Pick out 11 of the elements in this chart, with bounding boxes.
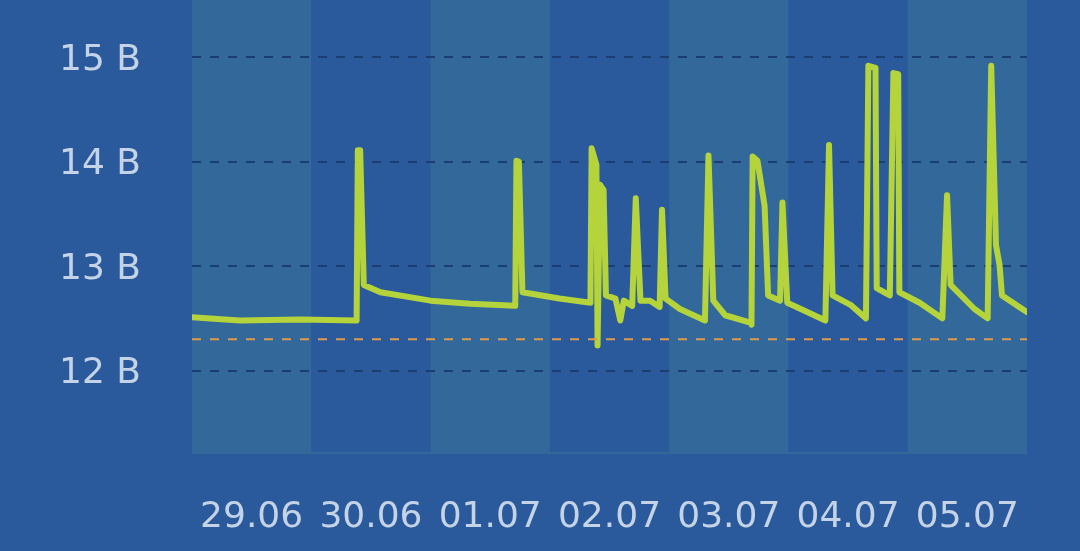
x-tick-label: 05.07 <box>915 494 1019 536</box>
y-tick-label: 13 B <box>59 245 141 287</box>
x-tick-label: 30.06 <box>319 494 423 536</box>
x-tick-label: 29.06 <box>200 494 304 536</box>
y-tick-label: 12 B <box>59 350 141 392</box>
x-tick-label: 02.07 <box>557 494 662 536</box>
x-tick-label: 03.07 <box>677 494 781 536</box>
x-tick-label: 04.07 <box>796 494 900 536</box>
y-tick-label: 15 B <box>59 37 141 79</box>
y-tick-label: 14 B <box>59 141 141 183</box>
x-tick-label: 01.07 <box>438 494 542 536</box>
